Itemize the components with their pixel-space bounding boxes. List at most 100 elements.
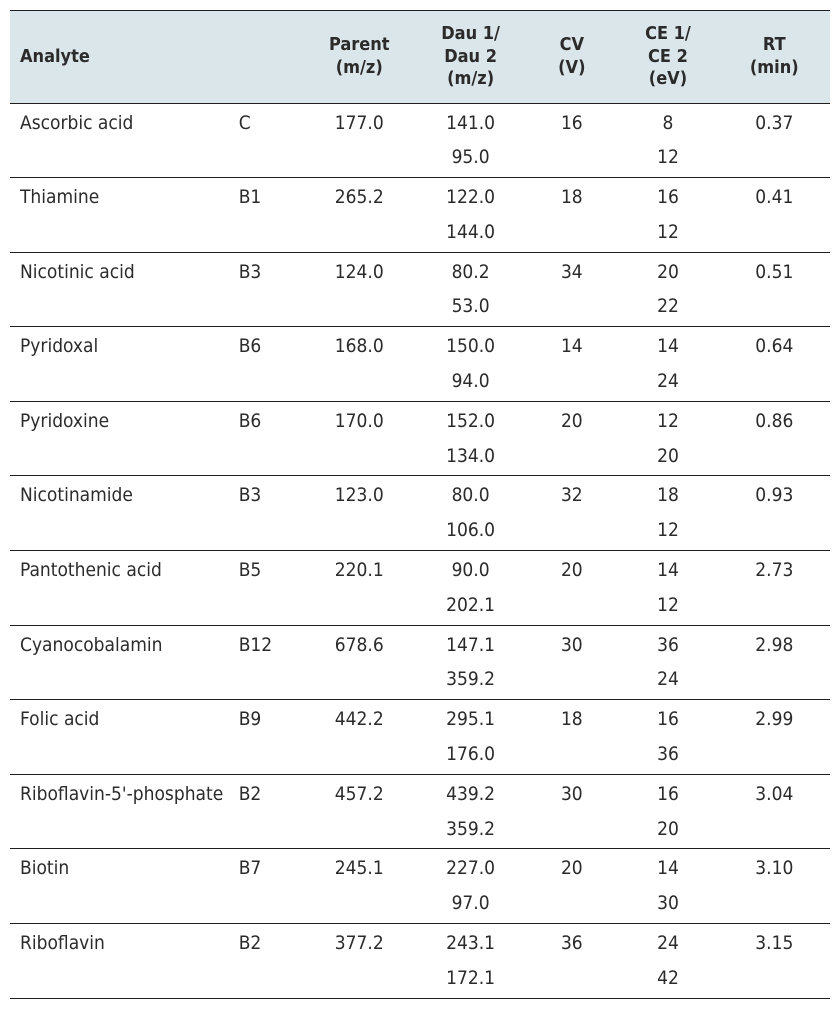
collision-energy-1: 18 xyxy=(617,476,718,515)
table-row: PyridoxalB6168.0150.014140.64 xyxy=(10,327,830,366)
empty-cell xyxy=(719,888,830,923)
vitamin-code: B5 xyxy=(233,551,304,590)
collision-energy-1: 20 xyxy=(617,252,718,291)
retention-time: 3.15 xyxy=(719,924,830,963)
collision-energy-2: 22 xyxy=(617,291,718,326)
analyte-name: Thiamine xyxy=(10,178,233,217)
empty-cell xyxy=(526,217,617,252)
daughter-1-mz: 147.1 xyxy=(415,625,526,664)
parent-mz: 177.0 xyxy=(304,103,415,142)
analyte-name: Pyridoxine xyxy=(10,401,233,440)
retention-time: 0.41 xyxy=(719,178,830,217)
empty-cell xyxy=(719,739,830,774)
daughter-2-mz: 97.0 xyxy=(415,888,526,923)
empty-cell xyxy=(304,963,415,998)
daughter-1-mz: 439.2 xyxy=(415,774,526,813)
retention-time: 3.10 xyxy=(719,849,830,888)
cone-voltage: 32 xyxy=(526,476,617,515)
analyte-name: Ascorbic acid xyxy=(10,103,233,142)
empty-cell xyxy=(233,814,304,849)
empty-cell xyxy=(233,590,304,625)
empty-cell xyxy=(526,366,617,401)
table-row: Pantothenic acidB5220.190.020142.73 xyxy=(10,551,830,590)
header-cv-l1: CV xyxy=(560,34,584,55)
collision-energy-2: 20 xyxy=(617,441,718,476)
table-row: 176.036 xyxy=(10,739,830,774)
empty-cell xyxy=(526,441,617,476)
daughter-1-mz: 122.0 xyxy=(415,178,526,217)
parent-mz: 377.2 xyxy=(304,924,415,963)
retention-time: 2.98 xyxy=(719,625,830,664)
parent-mz: 170.0 xyxy=(304,401,415,440)
table-row: NicotinamideB3123.080.032180.93 xyxy=(10,476,830,515)
cone-voltage: 18 xyxy=(526,700,617,739)
cone-voltage: 30 xyxy=(526,774,617,813)
table-row: 359.224 xyxy=(10,664,830,699)
empty-cell xyxy=(526,515,617,550)
daughter-2-mz: 106.0 xyxy=(415,515,526,550)
daughter-2-mz: 172.1 xyxy=(415,963,526,998)
collision-energy-2: 20 xyxy=(617,814,718,849)
empty-cell xyxy=(719,142,830,177)
header-ce-l2: CE 2 xyxy=(648,46,688,67)
table-row: CyanocobalaminB12678.6147.130362.98 xyxy=(10,625,830,664)
empty-cell xyxy=(10,814,233,849)
header-analyte: Analyte xyxy=(10,11,304,104)
collision-energy-1: 8 xyxy=(617,103,718,142)
empty-cell xyxy=(10,590,233,625)
parent-mz: 168.0 xyxy=(304,327,415,366)
vitamin-code: B2 xyxy=(233,924,304,963)
empty-cell xyxy=(233,142,304,177)
cone-voltage: 20 xyxy=(526,849,617,888)
header-dau-l2: Dau 2 xyxy=(444,46,497,67)
header-parent: Parent (m/z) xyxy=(304,11,415,104)
header-dau: Dau 1/ Dau 2 (m/z) xyxy=(415,11,526,104)
header-parent-l2: (m/z) xyxy=(336,57,383,78)
empty-cell xyxy=(233,441,304,476)
analyte-name: Riboflavin xyxy=(10,924,233,963)
table-body: Ascorbic acidC177.0141.01680.3795.0 12 Thi… xyxy=(10,103,830,998)
empty-cell xyxy=(304,441,415,476)
parent-mz: 678.6 xyxy=(304,625,415,664)
collision-energy-2: 12 xyxy=(617,142,718,177)
daughter-2-mz: 134.0 xyxy=(415,441,526,476)
cone-voltage: 16 xyxy=(526,103,617,142)
analyte-name: Nicotinamide xyxy=(10,476,233,515)
table-row: RiboflavinB2377.2243.136243.15 xyxy=(10,924,830,963)
header-parent-l1: Parent xyxy=(329,34,390,55)
daughter-1-mz: 80.0 xyxy=(415,476,526,515)
collision-energy-2: 12 xyxy=(617,515,718,550)
collision-energy-2: 36 xyxy=(617,739,718,774)
empty-cell xyxy=(526,888,617,923)
cone-voltage: 18 xyxy=(526,178,617,217)
parent-mz: 220.1 xyxy=(304,551,415,590)
retention-time: 0.37 xyxy=(719,103,830,142)
table-row: 53.022 xyxy=(10,291,830,326)
daughter-2-mz: 94.0 xyxy=(415,366,526,401)
analyte-name: Pyridoxal xyxy=(10,327,233,366)
header-rt-l1: RT xyxy=(763,34,786,55)
analyte-name: Riboflavin-5'-phosphate xyxy=(10,774,233,813)
table-row: Ascorbic acidC177.0141.01680.37 xyxy=(10,103,830,142)
mrm-table: Analyte Parent (m/z) Dau 1/ Dau 2 (m/z) … xyxy=(10,10,830,999)
empty-cell xyxy=(233,217,304,252)
vitamin-code: B3 xyxy=(233,252,304,291)
empty-cell xyxy=(719,963,830,998)
analyte-name: Pantothenic acid xyxy=(10,551,233,590)
vitamin-code: C xyxy=(233,103,304,142)
empty-cell xyxy=(304,217,415,252)
empty-cell xyxy=(719,515,830,550)
header-ce-l1: CE 1/ xyxy=(645,23,691,44)
empty-cell xyxy=(10,739,233,774)
daughter-1-mz: 295.1 xyxy=(415,700,526,739)
empty-cell xyxy=(233,366,304,401)
empty-cell xyxy=(526,963,617,998)
parent-mz: 123.0 xyxy=(304,476,415,515)
retention-time: 0.93 xyxy=(719,476,830,515)
cone-voltage: 14 xyxy=(526,327,617,366)
collision-energy-2: 24 xyxy=(617,664,718,699)
retention-time: 0.64 xyxy=(719,327,830,366)
empty-cell xyxy=(719,217,830,252)
daughter-2-mz: 202.1 xyxy=(415,590,526,625)
daughter-2-mz: 95.0 xyxy=(415,142,526,177)
